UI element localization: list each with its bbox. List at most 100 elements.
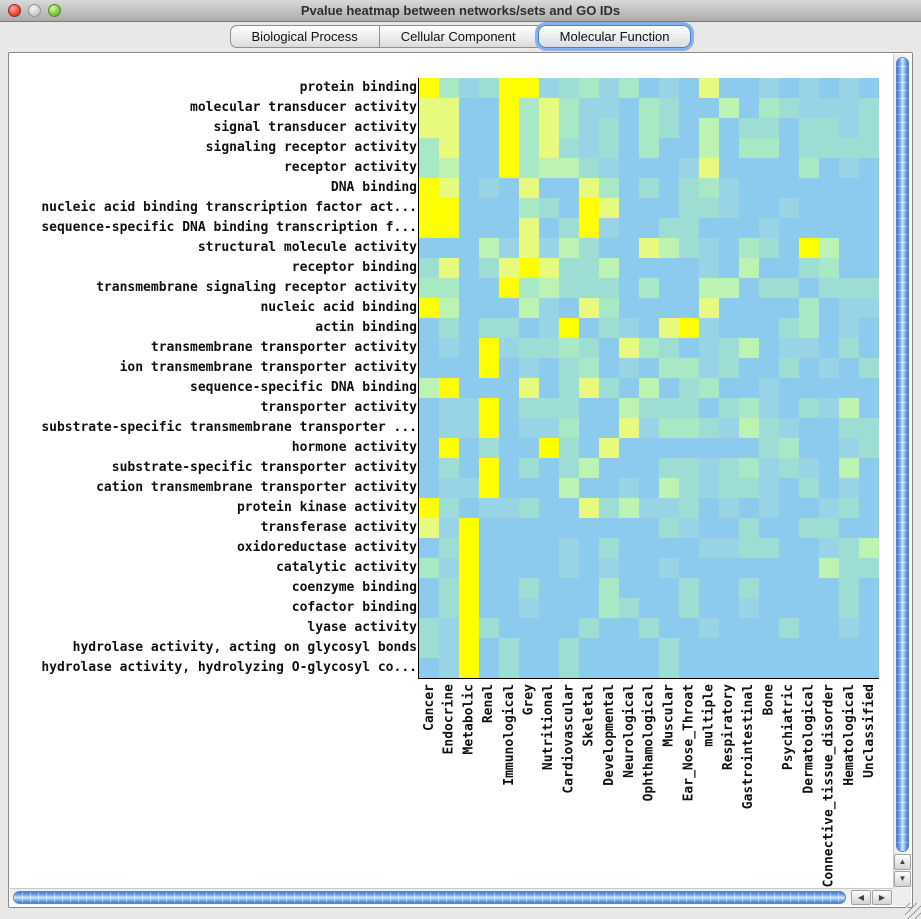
- scroll-right-icon[interactable]: ▶: [872, 890, 892, 905]
- heatmap-cell: [759, 458, 779, 478]
- heatmap-cell: [859, 178, 879, 198]
- heatmap-cell: [659, 578, 679, 598]
- heatmap-cell: [619, 278, 639, 298]
- heatmap-cell: [659, 78, 679, 98]
- heatmap-cell: [799, 138, 819, 158]
- heatmap-cell: [739, 598, 759, 618]
- heatmap-cell: [699, 358, 719, 378]
- heatmap-cell: [619, 318, 639, 338]
- heatmap-cell: [459, 318, 479, 338]
- heatmap-cell: [699, 598, 719, 618]
- heatmap-cell: [539, 138, 559, 158]
- heatmap-cell: [499, 198, 519, 218]
- heatmap-cell: [459, 78, 479, 98]
- heatmap-cell: [739, 338, 759, 358]
- heatmap-cell: [439, 138, 459, 158]
- heatmap-cell: [459, 538, 479, 558]
- heatmap-cell: [679, 458, 699, 478]
- heatmap-cell: [559, 438, 579, 458]
- heatmap-cell: [459, 118, 479, 138]
- heatmap-cell: [839, 198, 859, 218]
- heatmap-cell: [739, 98, 759, 118]
- heatmap-cell: [779, 458, 799, 478]
- row-label: molecular transducer activity: [190, 100, 417, 115]
- heatmap-cell: [719, 618, 739, 638]
- heatmap-cell: [759, 158, 779, 178]
- heatmap-cell: [539, 398, 559, 418]
- heatmap-cell: [639, 98, 659, 118]
- heatmap-cell: [859, 218, 879, 238]
- heatmap-cell: [779, 78, 799, 98]
- heatmap-cell: [619, 98, 639, 118]
- heatmap-cell: [819, 558, 839, 578]
- horizontal-scrollbar[interactable]: ◀ ▶: [10, 888, 894, 906]
- horizontal-scrollbar-thumb[interactable]: [13, 891, 846, 904]
- heatmap-cell: [839, 658, 859, 678]
- row-label: oxidoreductase activity: [236, 540, 417, 555]
- tab-molecular-function[interactable]: Molecular Function: [537, 25, 692, 48]
- heatmap-cell: [699, 118, 719, 138]
- heatmap-cell: [719, 638, 739, 658]
- heatmap-cell: [479, 118, 499, 138]
- heatmap-cell: [739, 178, 759, 198]
- heatmap-cell: [779, 418, 799, 438]
- heatmap-cell: [559, 258, 579, 278]
- heatmap-cell: [579, 158, 599, 178]
- scroll-left-icon[interactable]: ◀: [851, 890, 871, 905]
- heatmap-row: [419, 78, 879, 98]
- heatmap-cell: [839, 178, 859, 198]
- heatmap-row: [419, 98, 879, 118]
- heatmap-cell: [419, 298, 439, 318]
- tab-biological-process[interactable]: Biological Process: [229, 25, 380, 48]
- heatmap-cell: [739, 138, 759, 158]
- heatmap-cell: [799, 378, 819, 398]
- heatmap-cell: [599, 258, 619, 278]
- heatmap-row: [419, 338, 879, 358]
- heatmap-cell: [619, 178, 639, 198]
- resize-grip-icon[interactable]: [905, 903, 921, 919]
- heatmap-cell: [459, 238, 479, 258]
- heatmap-cell: [799, 598, 819, 618]
- heatmap-cell: [499, 218, 519, 238]
- heatmap-cell: [659, 438, 679, 458]
- heatmap-cell: [519, 98, 539, 118]
- heatmap-cell: [619, 138, 639, 158]
- heatmap-cell: [839, 78, 859, 98]
- zoom-icon[interactable]: [48, 4, 61, 17]
- minimize-icon[interactable]: [28, 4, 41, 17]
- scroll-up-icon[interactable]: ▲: [894, 854, 911, 870]
- heatmap-cell: [519, 418, 539, 438]
- tab-cellular-component[interactable]: Cellular Component: [379, 25, 538, 48]
- heatmap-cell: [539, 358, 559, 378]
- heatmap-cell: [539, 438, 559, 458]
- heatmap-cell: [739, 398, 759, 418]
- heatmap-cell: [619, 258, 639, 278]
- heatmap-cell: [619, 158, 639, 178]
- scroll-down-icon[interactable]: ▼: [894, 871, 911, 887]
- heatmap-cell: [639, 178, 659, 198]
- heatmap-cell: [819, 438, 839, 458]
- heatmap-cell: [739, 258, 759, 278]
- heatmap-cell: [839, 338, 859, 358]
- heatmap-cell: [459, 478, 479, 498]
- titlebar[interactable]: Pvalue heatmap between networks/sets and…: [0, 0, 921, 22]
- heatmap-cell: [859, 318, 879, 338]
- heatmap-cell: [499, 178, 519, 198]
- heatmap-cell: [719, 258, 739, 278]
- heatmap-cell: [639, 358, 659, 378]
- heatmap-cell: [499, 578, 519, 598]
- heatmap-cell: [639, 298, 659, 318]
- heatmap-cell: [519, 658, 539, 678]
- heatmap-row: [419, 238, 879, 258]
- heatmap-cell: [499, 238, 519, 258]
- row-label: hydrolase activity, hydrolyzing O-glycos…: [41, 660, 417, 675]
- vertical-scrollbar-thumb[interactable]: [896, 57, 909, 852]
- heatmap-cell: [739, 378, 759, 398]
- vertical-scrollbar[interactable]: ▲ ▼: [893, 54, 911, 890]
- heatmap-cell: [499, 318, 519, 338]
- heatmap-cell: [859, 258, 879, 278]
- heatmap-cell: [819, 158, 839, 178]
- heatmap-cell: [859, 118, 879, 138]
- heatmap-cell: [679, 618, 699, 638]
- close-icon[interactable]: [8, 4, 21, 17]
